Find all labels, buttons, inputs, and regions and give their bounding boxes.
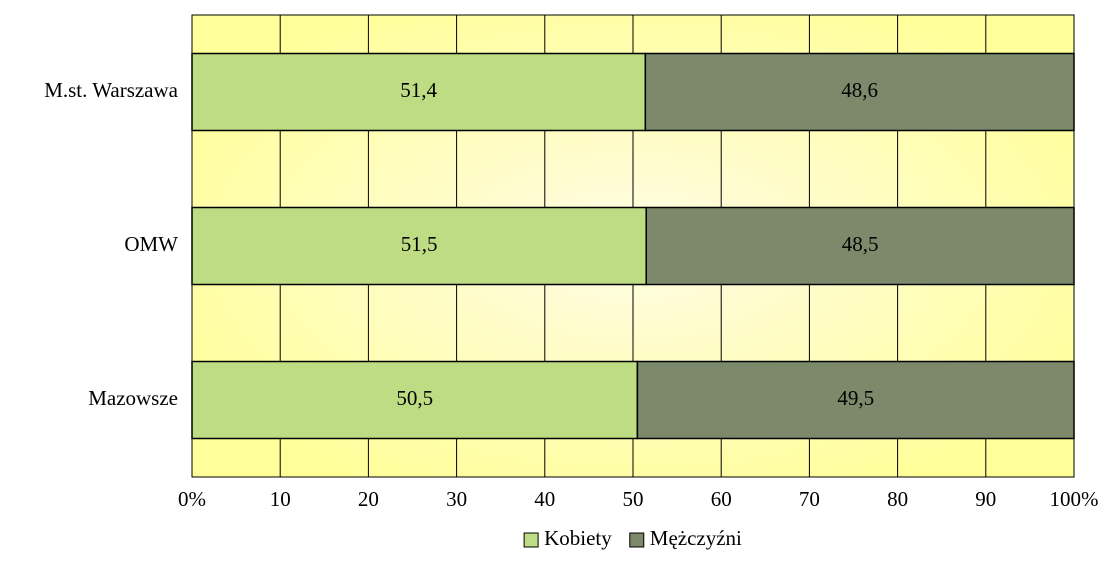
- bar: [191, 52, 647, 132]
- y-tick-label: M.st. Warszawa: [44, 78, 178, 102]
- x-tick-label: 80: [887, 487, 908, 511]
- x-tick-label: 100%: [1050, 487, 1099, 511]
- legend-swatch: [523, 532, 539, 548]
- legend-swatch: [629, 532, 645, 548]
- bar: [636, 360, 1075, 440]
- x-tick-label: 0%: [178, 487, 206, 511]
- x-tick-label: 30: [446, 487, 467, 511]
- value-label: 50,5: [396, 386, 433, 410]
- value-label: 48,5: [842, 232, 879, 256]
- y-tick-label: OMW: [124, 232, 178, 256]
- bar: [645, 206, 1075, 286]
- x-tick-label: 40: [534, 487, 555, 511]
- x-tick-label: 90: [975, 487, 996, 511]
- value-label: 49,5: [837, 386, 874, 410]
- value-label: 51,5: [401, 232, 438, 256]
- value-label: 51,4: [400, 78, 437, 102]
- bar: [191, 206, 647, 286]
- x-tick-label: 60: [711, 487, 732, 511]
- x-tick-label: 10: [270, 487, 291, 511]
- y-tick-label: Mazowsze: [88, 386, 178, 410]
- legend-label: Kobiety: [544, 526, 612, 550]
- x-tick-label: 50: [623, 487, 644, 511]
- x-tick-label: 20: [358, 487, 379, 511]
- legend-label: Mężczyźni: [650, 526, 742, 550]
- value-label: 48,6: [841, 78, 878, 102]
- bar: [191, 360, 639, 440]
- x-tick-label: 70: [799, 487, 820, 511]
- bar: [644, 52, 1075, 132]
